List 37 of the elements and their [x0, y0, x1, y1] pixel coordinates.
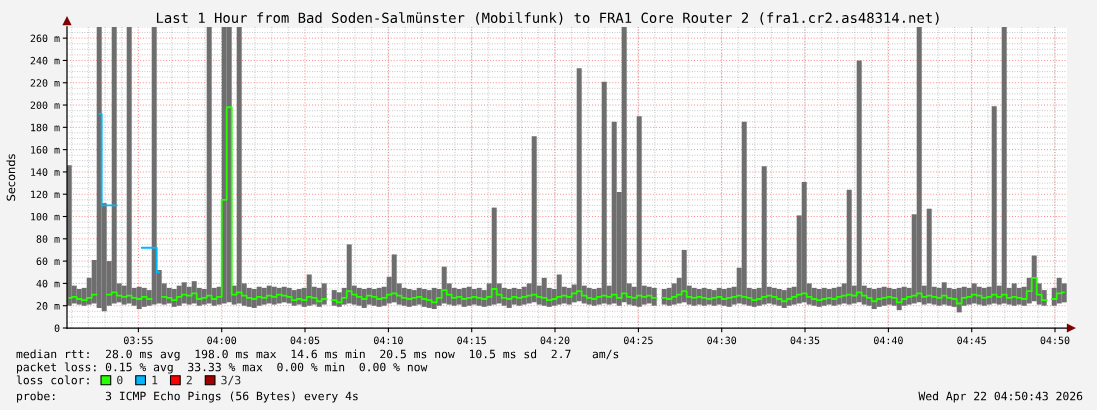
x-tick-label: 04:00 — [207, 336, 237, 345]
text: Wed Apr 22 04:50:43 2026 — [918, 391, 1083, 403]
x-tick-label: 04:50 — [1040, 336, 1070, 345]
legend-label: 0 — [117, 375, 123, 385]
y-tick-label: 180 m — [31, 123, 60, 132]
x-tick-label: 04:20 — [540, 336, 570, 345]
y-tick-label: 40 m — [36, 279, 60, 288]
y-tick-label: 240 m — [30, 56, 60, 65]
y-tick-label: 100 m — [31, 212, 60, 221]
y-axis-title: Seconds — [6, 154, 16, 201]
y-tick-label: 200 m — [30, 101, 60, 109]
legend-label: 1 — [152, 375, 158, 385]
x-tick-label: 03:55 — [124, 336, 153, 345]
x-tick-label: 04:05 — [290, 336, 320, 345]
y-tick-label: 260 m — [30, 34, 60, 43]
x-tick-label: 04:40 — [874, 336, 903, 345]
text: median rtt: 28.0 ms avg 198.0 ms max 14.6 ms min 20.5 ms now 10.5 ms sd 2.7 am/s — [16, 349, 619, 361]
chart-title: Last 1 Hour from Bad Soden-Salmünster (Mobilfunk) to FRA1 Core Router 2 (fra1.cr2.as48314.net) — [156, 12, 939, 25]
x-tick-label: 04:30 — [707, 336, 737, 345]
y-tick-label: 140 m — [31, 168, 60, 176]
text: packet loss: 0.15 % avg 33.33 % max 0.00 % min 0.00 % now — [17, 362, 428, 374]
y-tick-label: 60 m — [36, 257, 60, 266]
y-tick-label: 0 — [54, 324, 60, 332]
y-tick-label: 120 m — [31, 190, 60, 199]
y-tick-label: 80 m — [36, 235, 60, 243]
text: probe: 3 ICMP Echo Pings (56 Bytes) every 4s — [17, 391, 358, 403]
x-tick-label: 04:45 — [957, 336, 986, 345]
legend-label: 3/3 — [221, 375, 241, 386]
y-tick-label: 20 m — [36, 302, 60, 310]
y-tick-label: 220 m — [30, 79, 60, 87]
y-tick-label: 160 m — [31, 146, 60, 154]
text: loss color: — [16, 375, 89, 385]
x-tick-label: 04:10 — [374, 336, 403, 345]
x-tick-label: 04:25 — [624, 336, 653, 345]
x-tick-label: 04:35 — [790, 336, 820, 345]
x-tick-label: 04:15 — [457, 336, 486, 345]
legend-label: 2 — [186, 375, 192, 385]
